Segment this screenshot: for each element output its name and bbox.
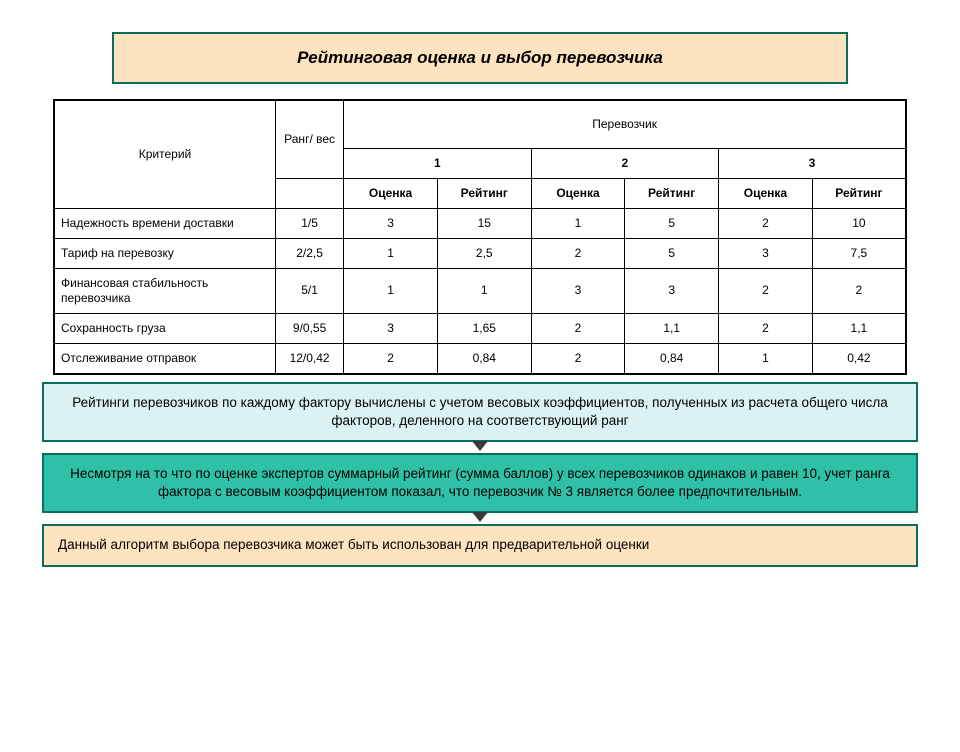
th-s2: Оценка [531,178,625,208]
cell-score: 2 [531,343,625,374]
cell-criterion: Надежность времени доставки [54,208,276,238]
cell-rank: 12/0,42 [276,343,344,374]
th-s3: Оценка [719,178,813,208]
rating-table: Критерий Ранг/ вес Перевозчик 1 2 3 Оцен… [53,99,907,375]
table-row: Финансовая стабильность перевозчика5/111… [54,268,906,313]
cell-criterion: Тариф на перевозку [54,238,276,268]
cell-score: 2 [531,313,625,343]
cell-score: 2 [719,268,813,313]
cell-rating: 0,84 [625,343,719,374]
th-r2: Рейтинг [625,178,719,208]
table-body: Надежность времени доставки1/531515210Та… [54,208,906,374]
cell-criterion: Финансовая стабильность перевозчика [54,268,276,313]
table-row: Тариф на перевозку2/2,512,52537,5 [54,238,906,268]
cell-rating: 5 [625,208,719,238]
cell-rank: 5/1 [276,268,344,313]
th-s1: Оценка [344,178,438,208]
cell-score: 3 [719,238,813,268]
table-row: Сохранность груза9/0,5531,6521,121,1 [54,313,906,343]
cell-score: 2 [719,313,813,343]
th-r1: Рейтинг [437,178,531,208]
table-row: Надежность времени доставки1/531515210 [54,208,906,238]
cell-score: 3 [344,313,438,343]
rating-table-wrap: Критерий Ранг/ вес Перевозчик 1 2 3 Оцен… [53,99,907,375]
table-row: Отслеживание отправок12/0,4220,8420,8410… [54,343,906,374]
cell-rating: 2,5 [437,238,531,268]
th-c2: 2 [531,148,718,178]
cell-rating: 15 [437,208,531,238]
cell-score: 3 [344,208,438,238]
cell-rating: 7,5 [812,238,906,268]
cell-rating: 10 [812,208,906,238]
cell-score: 2 [531,238,625,268]
cell-criterion: Отслеживание отправок [54,343,276,374]
th-rank-empty [276,178,344,208]
th-r3: Рейтинг [812,178,906,208]
cell-rank: 9/0,55 [276,313,344,343]
cell-rating: 5 [625,238,719,268]
cell-rank: 1/5 [276,208,344,238]
cell-score: 3 [531,268,625,313]
cell-score: 2 [344,343,438,374]
cell-rating: 0,84 [437,343,531,374]
cell-score: 1 [531,208,625,238]
page-title: Рейтинговая оценка и выбор перевозчика [112,32,848,84]
cell-rank: 2/2,5 [276,238,344,268]
down-arrow-icon [472,512,488,522]
cell-rating: 1 [437,268,531,313]
th-carrier: Перевозчик [344,100,906,148]
info-box-weights: Рейтинги перевозчиков по каждому фактору… [42,382,918,442]
cell-score: 1 [344,238,438,268]
cell-score: 1 [344,268,438,313]
cell-criterion: Сохранность груза [54,313,276,343]
info-box-algorithm: Данный алгоритм выбора перевозчика может… [42,524,918,566]
th-criterion: Критерий [54,100,276,208]
cell-rating: 1,65 [437,313,531,343]
th-c3: 3 [719,148,906,178]
cell-rating: 2 [812,268,906,313]
th-rank: Ранг/ вес [276,100,344,178]
cell-rating: 1,1 [625,313,719,343]
cell-score: 2 [719,208,813,238]
down-arrow-icon [472,441,488,451]
cell-rating: 1,1 [812,313,906,343]
cell-score: 1 [719,343,813,374]
th-c1: 1 [344,148,531,178]
cell-rating: 3 [625,268,719,313]
info-box-conclusion: Несмотря на то что по оценке экспертов с… [42,453,918,513]
cell-rating: 0,42 [812,343,906,374]
